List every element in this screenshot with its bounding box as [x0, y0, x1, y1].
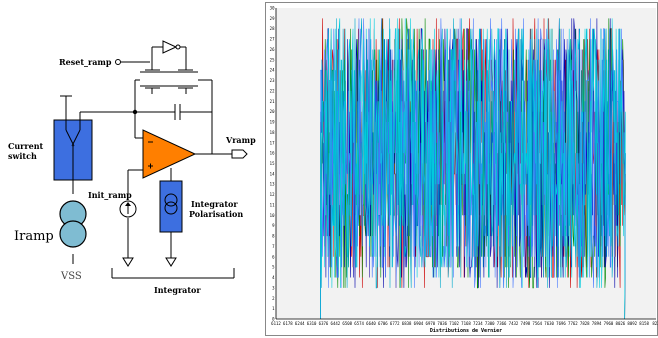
- vramp-label: Vramp: [225, 135, 256, 145]
- y-tick-label: 21: [270, 99, 275, 104]
- y-tick-label: 20: [270, 109, 275, 114]
- x-tick-label: 6706: [378, 321, 388, 326]
- ground-symbol-pol: [165, 257, 177, 267]
- x-tick-label: 6838: [402, 321, 412, 326]
- x-tick-label: 6244: [295, 321, 305, 326]
- x-tick-label: 6970: [426, 321, 436, 326]
- x-tick-label: 7630: [544, 321, 554, 326]
- y-tick-label: 0: [272, 317, 275, 322]
- y-tick-label: 10: [270, 213, 275, 218]
- y-tick-label: 3: [272, 285, 275, 290]
- y-tick-label: 23: [270, 78, 275, 83]
- integrator-polarisation-label-line2: Polarisation: [189, 209, 243, 219]
- x-tick-label: 7762: [568, 321, 578, 326]
- y-tick-label: 18: [270, 130, 275, 135]
- x-tick-label: 6112: [271, 321, 281, 326]
- current-switch-label-line1: Current: [8, 141, 44, 151]
- x-tick-label: 7828: [580, 321, 590, 326]
- x-tick-label: 6574: [354, 321, 364, 326]
- y-tick-label: 9: [272, 223, 275, 228]
- series-line: [320, 18, 626, 320]
- x-tick-label: 7234: [473, 321, 483, 326]
- x-tick-label: 6508: [342, 321, 352, 326]
- iramp-current-source: [59, 200, 87, 248]
- vss-label: VSS: [60, 271, 82, 282]
- y-tick-label: 6: [272, 254, 275, 259]
- vramp-output-terminal: [231, 149, 248, 159]
- y-tick-label: 2: [272, 296, 275, 301]
- y-tick-label: 1: [272, 306, 275, 311]
- y-tick-label: 15: [270, 161, 275, 166]
- x-tick-label: 7894: [592, 321, 602, 326]
- y-tick-label: 19: [270, 120, 275, 125]
- series-traces: [320, 18, 626, 320]
- init-ramp-label: Init_ramp: [88, 190, 132, 200]
- y-tick-label: 28: [270, 26, 275, 31]
- y-tick-label: 11: [270, 202, 275, 207]
- y-tick-label: 5: [272, 265, 275, 270]
- y-tick-label: 27: [270, 37, 275, 42]
- series-line: [320, 18, 626, 320]
- x-tick-label: 6442: [331, 321, 341, 326]
- y-tick-label: 22: [270, 88, 275, 93]
- x-tick-label: 822: [652, 321, 658, 326]
- reset-ramp-terminal: [115, 59, 121, 65]
- x-axis-label: Distributions de Vernier: [430, 328, 502, 334]
- x-tick-label: 6772: [390, 321, 400, 326]
- y-tick-label: 8: [272, 234, 275, 239]
- x-tick-label: 7960: [604, 321, 614, 326]
- x-tick-label: 8092: [627, 321, 637, 326]
- x-tick-label: 7498: [521, 321, 531, 326]
- integrator-polarisation-label-line1: Integrator: [191, 199, 238, 209]
- x-tick-label: 7168: [461, 321, 471, 326]
- y-tick-label: 12: [270, 192, 275, 197]
- x-tick-label: 7366: [497, 321, 507, 326]
- x-tick-label: 7300: [485, 321, 495, 326]
- y-tick-label: 16: [270, 151, 275, 156]
- x-tick-label: 7432: [509, 321, 519, 326]
- x-tick-label: 7036: [437, 321, 447, 326]
- init-ramp-source: [119, 200, 137, 218]
- iramp-label: Iramp: [14, 229, 54, 244]
- x-tick-label: 7102: [449, 321, 459, 326]
- y-tick-label: 4: [272, 275, 275, 280]
- y-tick-label: 29: [270, 16, 275, 21]
- integrator-circuit-schematic: Reset_ramp Current switch Vramp Init_ram…: [8, 40, 256, 295]
- y-tick-label: 30: [270, 6, 275, 11]
- reset-ramp-label: Reset_ramp: [59, 57, 112, 67]
- x-tick-label: 6376: [319, 321, 329, 326]
- x-tick-label: 6310: [307, 321, 317, 326]
- x-tick-label: 6904: [414, 321, 424, 326]
- y-tick-label: 25: [270, 57, 275, 62]
- y-tick-label: 17: [270, 140, 275, 145]
- x-tick-label: 6178: [283, 321, 293, 326]
- y-tick-label: 13: [270, 182, 275, 187]
- opamp-triangle: [142, 129, 197, 179]
- y-tick-label: 7: [272, 244, 275, 249]
- integrator-label: Integrator: [154, 285, 201, 295]
- x-tick-label: 8026: [616, 321, 626, 326]
- vernier-distribution-chart: 0123456789101112131415161718192021222324…: [265, 2, 658, 336]
- ground-symbol-init: [122, 257, 134, 267]
- x-tick-label: 7564: [532, 321, 542, 326]
- y-tick-label: 24: [270, 68, 275, 73]
- current-switch-label-line2: switch: [8, 151, 37, 161]
- x-tick-label: 6640: [366, 321, 376, 326]
- y-tick-label: 14: [270, 171, 275, 176]
- x-tick-label: 8158: [639, 321, 649, 326]
- x-tick-label: 7696: [556, 321, 566, 326]
- y-tick-label: 26: [270, 47, 275, 52]
- inverter-symbol: [162, 40, 178, 54]
